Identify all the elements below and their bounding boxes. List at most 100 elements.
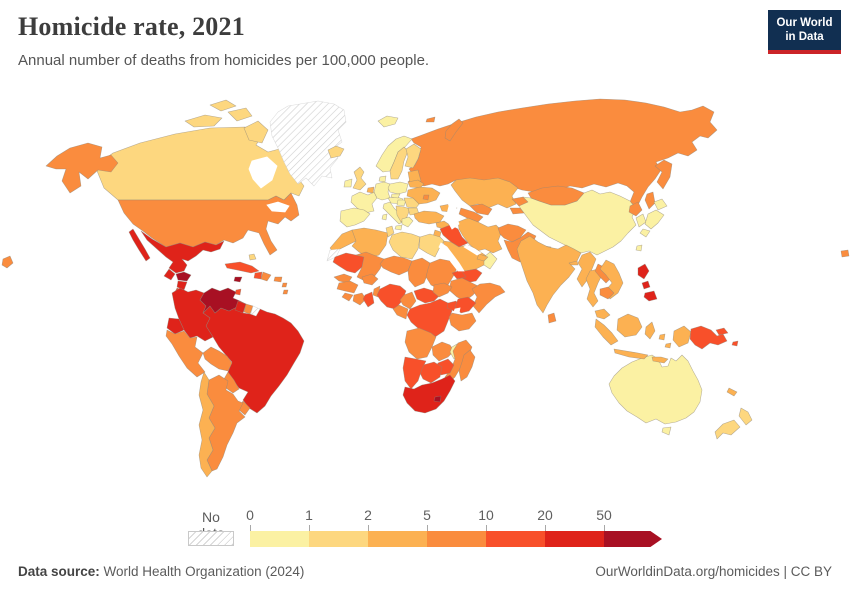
country-new-zealand-south[interactable]: [715, 420, 740, 439]
country-sulawesi[interactable]: [645, 322, 655, 339]
country-edge-fragment-east[interactable]: [841, 250, 849, 257]
country-dominican-republic[interactable]: [261, 272, 271, 281]
country-moluccas-2[interactable]: [665, 343, 671, 348]
legend-segment-10[interactable]: [486, 531, 545, 547]
country-cambodia[interactable]: [600, 287, 614, 299]
country-greece[interactable]: [402, 217, 413, 227]
country-antilles-2[interactable]: [283, 290, 288, 294]
country-iran[interactable]: [458, 218, 502, 253]
country-belarus[interactable]: [408, 180, 424, 188]
country-new-zealand-north[interactable]: [739, 408, 752, 425]
country-tanzania[interactable]: [449, 313, 476, 331]
country-denmark[interactable]: [379, 176, 386, 182]
country-ukraine[interactable]: [407, 187, 440, 204]
country-kamchatka[interactable]: [655, 160, 672, 189]
country-egypt[interactable]: [419, 234, 444, 257]
country-gabon-congo[interactable]: [393, 305, 408, 319]
country-tasmania[interactable]: [662, 427, 671, 435]
country-bahamas[interactable]: [249, 254, 256, 260]
country-sumatra[interactable]: [595, 319, 618, 345]
country-borneo[interactable]: [617, 314, 642, 337]
country-sierra-leone[interactable]: [342, 293, 353, 301]
country-south-sudan[interactable]: [433, 283, 452, 297]
country-france[interactable]: [351, 192, 377, 213]
legend-segment-50[interactable]: [604, 531, 662, 547]
country-baja-california[interactable]: [129, 229, 150, 261]
country-tunisia[interactable]: [386, 226, 394, 237]
country-peru[interactable]: [166, 330, 205, 377]
country-mauritania[interactable]: [333, 253, 364, 273]
country-antilles-1[interactable]: [282, 283, 287, 287]
legend-segment-0[interactable]: [250, 531, 309, 547]
country-niger[interactable]: [380, 256, 412, 275]
country-norway[interactable]: [376, 136, 412, 172]
country-solomon-islands[interactable]: [732, 341, 738, 346]
country-myanmar[interactable]: [577, 252, 596, 287]
legend-segment-1[interactable]: [309, 531, 368, 547]
country-mongolia[interactable]: [528, 186, 584, 205]
country-libya[interactable]: [389, 232, 420, 259]
country-venezuela[interactable]: [200, 288, 240, 313]
country-ivory-coast[interactable]: [353, 293, 366, 305]
country-sakhalin[interactable]: [645, 192, 655, 209]
country-uzbekistan[interactable]: [470, 204, 492, 215]
country-guatemala[interactable]: [164, 269, 175, 280]
country-japan-honshu[interactable]: [645, 210, 664, 229]
country-new-caledonia[interactable]: [727, 388, 737, 396]
country-kenya[interactable]: [455, 297, 476, 313]
country-french-guiana[interactable]: [251, 306, 260, 316]
country-ethiopia[interactable]: [449, 278, 480, 301]
legend-segment-2[interactable]: [368, 531, 427, 547]
country-suriname[interactable]: [244, 304, 253, 314]
owid-link[interactable]: OurWorldinData.org/homicides | CC BY: [595, 564, 832, 579]
country-germany[interactable]: [374, 182, 390, 200]
country-novaya-zemlya[interactable]: [445, 119, 463, 141]
country-arctic-island-1[interactable]: [185, 115, 222, 127]
country-arctic-island-3[interactable]: [210, 100, 236, 111]
country-uae[interactable]: [477, 254, 488, 261]
country-hungary[interactable]: [397, 200, 406, 206]
country-madagascar[interactable]: [459, 350, 475, 381]
country-lesotho[interactable]: [434, 396, 441, 402]
country-guinea[interactable]: [337, 281, 358, 293]
country-haiti[interactable]: [254, 272, 262, 279]
country-papua-new-guinea[interactable]: [690, 326, 727, 349]
country-sri-lanka[interactable]: [548, 313, 556, 323]
country-sicily[interactable]: [395, 225, 402, 230]
country-puerto-rico[interactable]: [274, 277, 282, 282]
country-senegal[interactable]: [334, 274, 352, 283]
country-ecuador[interactable]: [167, 318, 184, 334]
country-chukotka-fragment[interactable]: [2, 256, 13, 268]
country-nigeria[interactable]: [377, 284, 406, 309]
country-sardinia[interactable]: [382, 214, 387, 220]
country-czechia[interactable]: [391, 194, 400, 198]
country-spain-portugal[interactable]: [340, 208, 370, 227]
legend-segment-20[interactable]: [545, 531, 604, 547]
country-mexico[interactable]: [141, 231, 224, 273]
country-philippines-luzon[interactable]: [638, 264, 649, 279]
country-baltics[interactable]: [408, 170, 421, 183]
country-south-africa[interactable]: [403, 375, 455, 413]
country-australia[interactable]: [609, 355, 702, 424]
country-lesser-sunda[interactable]: [652, 357, 668, 363]
country-philippines-visayas[interactable]: [642, 281, 650, 289]
country-philippines-mindanao[interactable]: [644, 291, 657, 301]
country-japan-hokkaido[interactable]: [654, 199, 667, 210]
legend-nodata-swatch[interactable]: [188, 531, 234, 546]
country-arctic-island-2[interactable]: [228, 108, 252, 121]
country-ghana[interactable]: [363, 292, 374, 307]
country-dr-congo[interactable]: [407, 299, 452, 337]
country-jamaica[interactable]: [234, 277, 242, 282]
country-bolivia[interactable]: [203, 347, 232, 371]
country-finland[interactable]: [405, 144, 421, 168]
country-balkans[interactable]: [396, 206, 410, 222]
country-new-britain[interactable]: [716, 328, 728, 335]
country-iceland[interactable]: [328, 146, 344, 158]
country-south-korea[interactable]: [636, 214, 646, 227]
country-somalia[interactable]: [472, 283, 505, 313]
country-honduras[interactable]: [176, 272, 191, 281]
country-vietnam[interactable]: [600, 260, 623, 299]
country-moluccas-1[interactable]: [659, 334, 665, 340]
country-angola[interactable]: [405, 328, 436, 359]
country-kyrgyzstan[interactable]: [512, 197, 528, 206]
